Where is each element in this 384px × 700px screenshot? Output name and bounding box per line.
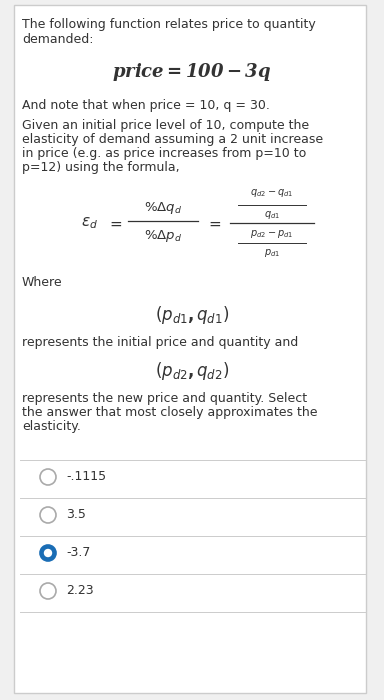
Text: demanded:: demanded: [22,33,93,46]
Text: Where: Where [22,276,63,289]
Text: elasticity of demand assuming a 2 unit increase: elasticity of demand assuming a 2 unit i… [22,133,323,146]
Text: $=$: $=$ [206,216,222,230]
Text: $\epsilon_d$: $\epsilon_d$ [81,215,99,231]
Text: $\%\Delta q_d$: $\%\Delta q_d$ [144,200,182,216]
Text: And note that when price = 10, q = 30.: And note that when price = 10, q = 30. [22,99,270,112]
Text: $(\mathit{p}_{d2}\mathbf{,}\,\mathit{q}_{d2})$: $(\mathit{p}_{d2}\mathbf{,}\,\mathit{q}_… [155,360,229,382]
Text: $q_{d1}$: $q_{d1}$ [264,209,280,221]
Text: represents the initial price and quantity and: represents the initial price and quantit… [22,336,298,349]
Circle shape [40,507,56,523]
Text: 3.5: 3.5 [66,508,86,522]
Text: The following function relates price to quantity: The following function relates price to … [22,18,316,31]
Circle shape [45,550,51,556]
Text: Given an initial price level of 10, compute the: Given an initial price level of 10, comp… [22,119,309,132]
Circle shape [40,545,56,561]
Text: $p_{d2}-p_{d1}$: $p_{d2}-p_{d1}$ [250,228,294,240]
Text: $q_{d2}-q_{d1}$: $q_{d2}-q_{d1}$ [250,187,294,199]
Text: elasticity.: elasticity. [22,420,81,433]
Text: $p_{d1}$: $p_{d1}$ [264,247,280,259]
Text: p=12) using the formula,: p=12) using the formula, [22,161,180,174]
Text: $\bfit{price} = 100 - 3\bfit{q}$: $\bfit{price} = 100 - 3\bfit{q}$ [113,61,271,83]
FancyBboxPatch shape [14,5,366,693]
Text: $\%\Delta p_d$: $\%\Delta p_d$ [144,228,182,244]
Text: -.1115: -.1115 [66,470,106,484]
Text: the answer that most closely approximates the: the answer that most closely approximate… [22,406,318,419]
Text: 2.23: 2.23 [66,584,94,598]
Text: represents the new price and quantity. Select: represents the new price and quantity. S… [22,392,307,405]
Circle shape [40,583,56,599]
Text: in price (e.g. as price increases from p=10 to: in price (e.g. as price increases from p… [22,147,306,160]
Text: $=$: $=$ [107,216,123,230]
Text: -3.7: -3.7 [66,547,90,559]
Circle shape [40,469,56,485]
Text: $(\mathit{p}_{d1}\mathbf{,}\,\mathit{q}_{d1})$: $(\mathit{p}_{d1}\mathbf{,}\,\mathit{q}_… [155,304,229,326]
